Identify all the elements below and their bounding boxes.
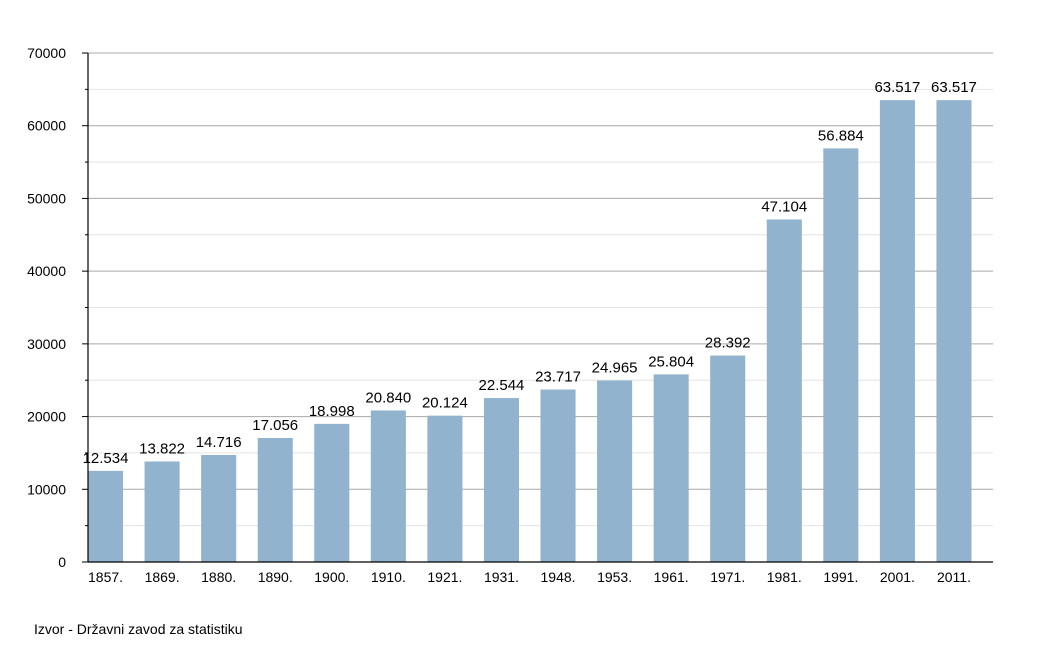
y-tick-label: 0 [58,554,66,570]
bar-1948 [540,389,576,562]
x-tick-label: 1910. [371,569,406,585]
data-labels: 12.534 13.822 14.716 17.056 18.998 20.840 20.1… [83,79,977,467]
bar-1857 [88,470,124,562]
data-label: 20.124 [422,395,468,412]
bar-1961 [653,374,689,562]
data-label: 25.804 [648,353,694,370]
bar-2001 [879,100,915,562]
y-tick-label: 10000 [27,481,66,497]
bar-1981 [766,219,802,562]
bar-1931 [483,398,520,562]
bars [88,100,972,562]
y-tick-label: 60000 [27,118,66,134]
data-label: 14.716 [196,434,242,451]
x-tick-label: 1869. [145,569,180,585]
x-tick-label: 1931. [484,569,519,585]
data-label: 22.544 [479,377,525,394]
bar-1869 [144,461,180,562]
grid-lines [88,52,993,527]
source-note: Izvor - Državni zavod za statistiku [34,621,243,637]
bar-1921 [427,415,463,562]
x-tick-label: 1890. [258,569,293,585]
bar-1991 [823,148,859,562]
bar-1900 [314,423,350,562]
data-label: 63.517 [931,79,977,96]
bar-1910 [370,410,406,562]
x-tick-label: 1971. [710,569,745,585]
data-label: 28.392 [705,335,751,352]
bar-1971 [710,355,746,562]
data-label: 20.840 [365,389,411,406]
data-label: 18.998 [309,403,355,420]
bar-1953 [597,380,633,562]
y-tick-label: 40000 [27,263,66,279]
data-label: 23.717 [535,369,581,386]
bar-1880 [201,454,237,562]
data-label: 17.056 [252,417,298,434]
y-tick-labels: 0 10000 20000 30000 40000 50000 60000 70000 [27,45,66,570]
y-tick-label: 50000 [27,190,66,206]
x-tick-label: 2001. [880,569,915,585]
bar-2011 [936,100,972,562]
y-tick-label: 70000 [27,45,66,61]
x-tick-label: 1948. [541,569,576,585]
axes [82,52,993,563]
data-label: 24.965 [592,359,638,376]
y-tick-label: 20000 [27,409,66,425]
x-tick-label: 2011. [937,569,971,585]
data-label: 56.884 [818,127,864,144]
x-tick-label: 1900. [314,569,349,585]
y-tick-label: 30000 [27,336,66,352]
x-tick-label: 1857. [88,569,123,585]
x-tick-label: 1921. [427,569,462,585]
x-tick-label: 1961. [654,569,689,585]
x-tick-label: 1880. [201,569,236,585]
data-label: 12.534 [83,450,129,467]
x-tick-label: 1953. [597,569,632,585]
data-label: 13.822 [139,440,185,457]
data-label: 47.104 [761,198,807,215]
bar-1890 [257,437,293,562]
data-label: 63.517 [874,79,920,96]
x-tick-label: 1981. [767,569,802,585]
x-tick-label: 1991. [823,569,858,585]
x-tick-labels: 1857. 1869. 1880. 1890. 1900. 1910. 1921. 1931.… [88,569,971,585]
